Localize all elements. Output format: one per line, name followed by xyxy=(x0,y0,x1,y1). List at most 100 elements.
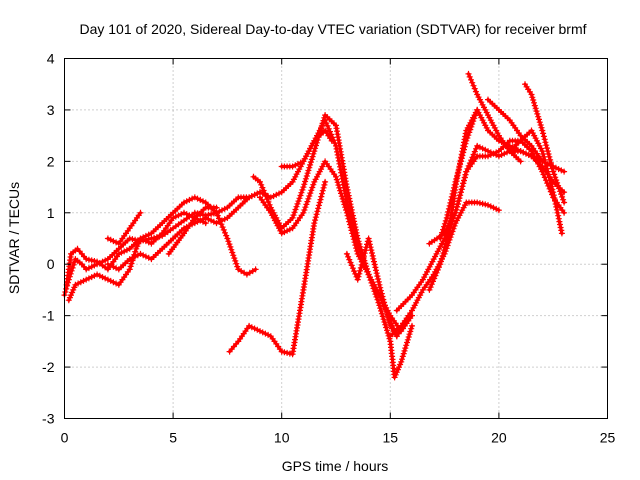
data-point-marker xyxy=(99,274,106,281)
data-point-marker xyxy=(547,177,554,184)
series-line xyxy=(228,180,327,356)
data-point-marker xyxy=(213,204,220,211)
data-point-marker xyxy=(321,181,328,188)
data-point-marker xyxy=(142,238,149,245)
data-point-marker xyxy=(228,246,235,253)
data-point-marker xyxy=(96,272,103,279)
data-point-marker xyxy=(314,208,321,215)
data-point-marker xyxy=(229,249,236,256)
data-point-marker xyxy=(438,258,444,265)
data-point-marker xyxy=(399,356,405,363)
data-point-marker xyxy=(461,146,467,153)
y-tick-label: 4 xyxy=(47,51,55,67)
data-point-marker xyxy=(316,199,323,206)
data-point-marker xyxy=(319,187,326,194)
data-point-marker xyxy=(299,186,306,193)
data-point-marker xyxy=(451,181,458,188)
data-point-marker xyxy=(531,99,537,106)
data-point-marker xyxy=(301,207,308,213)
data-point-marker xyxy=(251,325,258,332)
data-point-marker xyxy=(333,173,339,180)
data-point-marker xyxy=(194,195,201,202)
data-point-marker xyxy=(514,146,521,153)
data-point-marker xyxy=(202,214,209,221)
data-point-marker xyxy=(284,227,291,234)
data-point-marker xyxy=(72,281,79,288)
data-point-marker xyxy=(311,148,318,155)
data-point-marker xyxy=(482,146,489,153)
data-point-marker xyxy=(457,161,464,168)
data-point-marker xyxy=(83,276,90,283)
data-point-marker xyxy=(102,275,109,282)
data-point-marker xyxy=(381,319,388,325)
data-point-marker xyxy=(128,260,135,267)
data-point-marker xyxy=(142,253,149,260)
data-point-marker xyxy=(444,236,451,242)
data-point-marker xyxy=(470,82,477,89)
data-point-marker xyxy=(383,324,390,331)
data-point-marker xyxy=(450,225,457,232)
data-point-marker xyxy=(351,268,358,275)
data-point-marker xyxy=(431,275,438,282)
data-point-marker xyxy=(197,217,204,224)
data-point-marker xyxy=(540,151,547,157)
data-point-marker xyxy=(541,136,548,143)
data-point-marker xyxy=(297,159,304,166)
data-point-marker xyxy=(172,213,179,220)
grid xyxy=(64,58,608,419)
data-point-marker xyxy=(404,339,410,346)
data-point-marker xyxy=(210,218,217,225)
data-point-marker xyxy=(349,265,356,272)
data-point-marker xyxy=(129,254,136,261)
data-point-marker xyxy=(539,168,546,175)
data-point-marker xyxy=(191,194,198,201)
data-point-marker xyxy=(186,196,193,203)
data-point-marker xyxy=(145,231,152,238)
data-point-marker xyxy=(292,206,299,213)
data-point-marker xyxy=(454,170,461,177)
data-point-marker xyxy=(539,148,546,155)
series-trace-q xyxy=(465,70,524,165)
data-point-marker xyxy=(142,232,149,239)
data-point-marker xyxy=(94,271,101,278)
data-point-marker xyxy=(551,195,558,202)
data-point-marker xyxy=(126,256,133,263)
data-point-marker xyxy=(308,187,315,194)
data-point-marker xyxy=(540,153,547,160)
data-point-marker xyxy=(178,211,185,218)
data-point-marker xyxy=(378,290,385,297)
data-point-marker xyxy=(430,278,436,285)
data-point-marker xyxy=(445,205,452,212)
data-point-marker xyxy=(458,155,465,162)
data-point-marker xyxy=(289,163,296,170)
data-point-marker xyxy=(104,276,111,283)
data-point-marker xyxy=(402,345,409,352)
y-tick-label: -3 xyxy=(42,411,55,427)
data-point-marker xyxy=(359,259,366,265)
data-point-marker xyxy=(262,330,269,337)
data-point-marker xyxy=(118,249,125,256)
data-point-marker xyxy=(440,226,446,233)
data-point-marker xyxy=(315,202,322,209)
data-point-marker xyxy=(221,216,228,223)
data-point-marker xyxy=(433,269,440,276)
data-point-marker xyxy=(115,250,122,257)
data-point-marker xyxy=(298,189,305,196)
data-point-marker xyxy=(444,211,451,218)
data-point-marker xyxy=(346,218,353,225)
data-point-marker xyxy=(540,130,547,137)
data-point-marker xyxy=(552,164,559,171)
data-point-marker xyxy=(305,195,312,202)
data-point-marker xyxy=(479,145,486,152)
data-point-marker xyxy=(441,223,447,230)
data-point-marker xyxy=(458,186,465,193)
data-point-marker xyxy=(347,224,354,231)
data-point-marker xyxy=(320,184,327,191)
data-point-marker xyxy=(469,121,476,127)
data-point-marker xyxy=(293,203,300,210)
data-point-marker xyxy=(485,202,491,209)
data-point-marker xyxy=(466,129,473,136)
data-point-marker xyxy=(234,263,241,270)
data-point-marker xyxy=(501,150,508,157)
data-point-marker xyxy=(542,159,549,166)
